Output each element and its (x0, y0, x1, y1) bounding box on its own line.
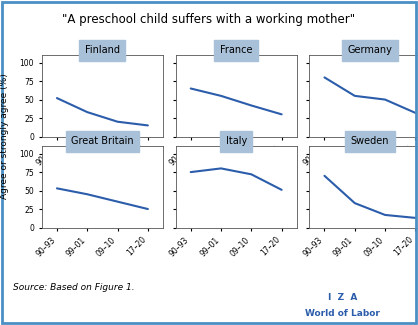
Text: "A preschool child suffers with a working mother": "A preschool child suffers with a workin… (62, 13, 356, 26)
Title: Germany: Germany (347, 45, 393, 55)
Title: France: France (220, 45, 252, 55)
Text: I  Z  A: I Z A (328, 293, 357, 302)
Text: World of Labor: World of Labor (305, 309, 380, 318)
Text: Source: Based on Figure 1.: Source: Based on Figure 1. (13, 283, 134, 292)
Title: Finland: Finland (85, 45, 120, 55)
Title: Sweden: Sweden (351, 136, 389, 146)
Title: Great Britain: Great Britain (71, 136, 134, 146)
Title: Italy: Italy (226, 136, 247, 146)
Text: Agree or strongly agree (%): Agree or strongly agree (%) (0, 74, 9, 199)
